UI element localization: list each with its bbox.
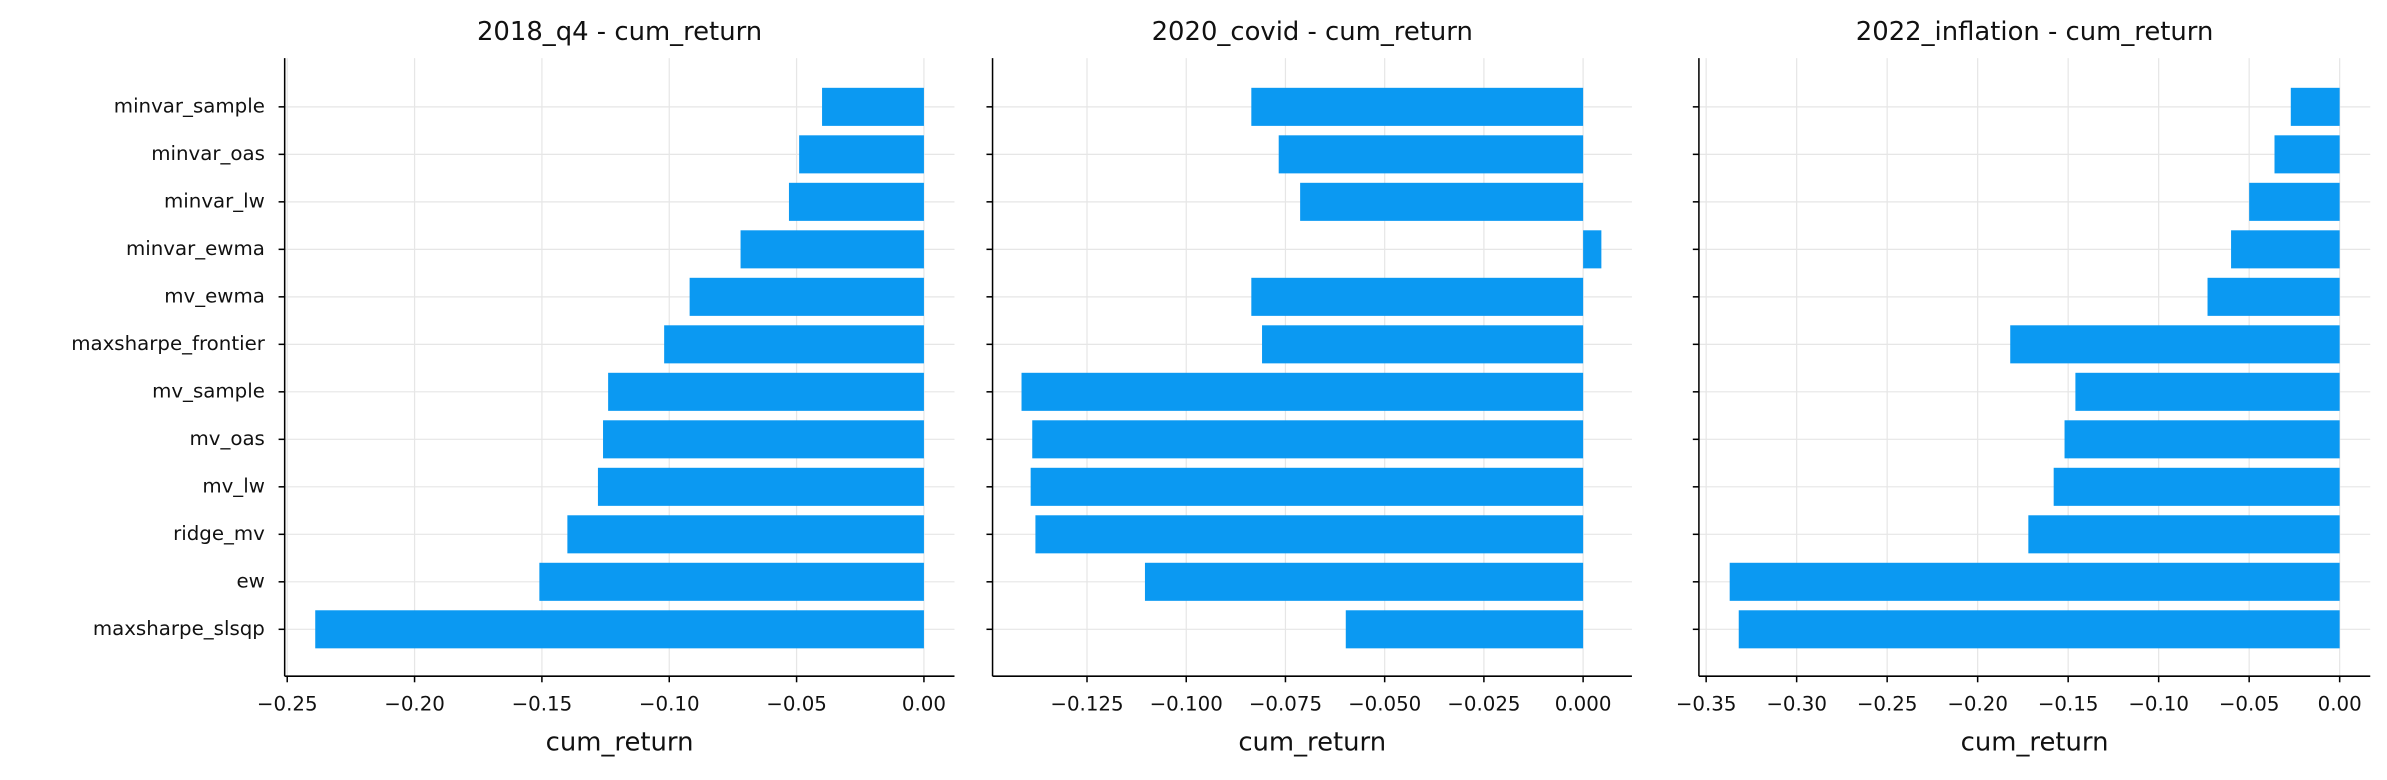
y-tick-label: ew xyxy=(237,569,265,592)
x-tick-label: −0.10 xyxy=(639,693,700,716)
bar xyxy=(2274,135,2340,174)
y-tick-label: minvar_sample xyxy=(114,94,265,117)
x-tick-label: −0.05 xyxy=(766,693,827,716)
x-tick-label: −0.25 xyxy=(257,693,318,716)
y-tick-label: mv_sample xyxy=(152,379,265,402)
x-tick-label: −0.20 xyxy=(1947,693,2008,716)
bar xyxy=(603,420,924,459)
bar xyxy=(2028,515,2340,554)
chart-title: 2020_covid - cum_return xyxy=(1152,17,1473,47)
bar xyxy=(1251,87,1584,126)
bar xyxy=(1729,562,2340,601)
bar xyxy=(2075,372,2340,411)
bar xyxy=(689,277,924,316)
x-axis-label: cum_return xyxy=(546,728,694,758)
y-tick-label: mv_ewma xyxy=(164,284,265,307)
y-tick-label: maxsharpe_frontier xyxy=(71,332,266,355)
x-tick-label: −0.25 xyxy=(1857,693,1918,716)
x-tick-label: −0.025 xyxy=(1447,693,1520,716)
chart-title: 2022_inflation - cum_return xyxy=(1856,17,2214,47)
x-tick-label: −0.15 xyxy=(512,693,573,716)
bar xyxy=(539,562,924,601)
x-axis-label: cum_return xyxy=(1961,728,2109,758)
y-tick-label: minvar_ewma xyxy=(126,237,265,260)
bar xyxy=(1030,467,1584,506)
x-tick-label: 0.00 xyxy=(2318,693,2362,716)
bar xyxy=(664,325,924,364)
bar xyxy=(2053,467,2340,506)
y-tick-label: mv_lw xyxy=(202,474,265,497)
bar xyxy=(1738,610,2340,649)
bar xyxy=(1021,372,1584,411)
x-tick-label: −0.125 xyxy=(1050,693,1123,716)
y-tick-label: ridge_mv xyxy=(173,522,265,545)
bar xyxy=(608,372,924,411)
bar xyxy=(799,135,924,174)
x-tick-label: −0.15 xyxy=(2038,693,2099,716)
bar xyxy=(2207,277,2340,316)
x-tick-label: 0.00 xyxy=(902,693,946,716)
bar xyxy=(1032,420,1584,459)
bar xyxy=(788,182,924,221)
bar xyxy=(2064,420,2340,459)
bar xyxy=(567,515,924,554)
bar xyxy=(2249,182,2340,221)
x-tick-label: −0.30 xyxy=(1766,693,1827,716)
x-tick-label: −0.20 xyxy=(384,693,445,716)
y-tick-label: mv_oas xyxy=(189,427,264,450)
x-tick-label: 0.000 xyxy=(1555,693,1612,716)
x-tick-label: −0.075 xyxy=(1249,693,1322,716)
bar xyxy=(1300,182,1584,221)
x-axis-label: cum_return xyxy=(1238,728,1386,758)
x-tick-label: −0.10 xyxy=(2128,693,2189,716)
bar xyxy=(1262,325,1584,364)
bar xyxy=(1583,230,1602,269)
bar xyxy=(740,230,924,269)
y-tick-label: minvar_lw xyxy=(164,189,265,212)
bar xyxy=(1035,515,1584,554)
bar xyxy=(1251,277,1584,316)
bar xyxy=(2231,230,2340,269)
y-tick-label: minvar_oas xyxy=(151,142,265,165)
x-tick-label: −0.100 xyxy=(1150,693,1223,716)
y-tick-label: maxsharpe_slsqp xyxy=(93,617,265,640)
x-tick-label: −0.050 xyxy=(1348,693,1421,716)
x-tick-label: −0.35 xyxy=(1676,693,1737,716)
chart-title: 2018_q4 - cum_return xyxy=(477,17,762,47)
bar xyxy=(2010,325,2340,364)
bar xyxy=(1345,610,1584,649)
bar xyxy=(822,87,924,126)
bar xyxy=(1144,562,1584,601)
bar xyxy=(315,610,924,649)
bar xyxy=(1278,135,1584,174)
bar xyxy=(597,467,924,506)
x-tick-label: −0.05 xyxy=(2219,693,2280,716)
bar xyxy=(2290,87,2340,126)
